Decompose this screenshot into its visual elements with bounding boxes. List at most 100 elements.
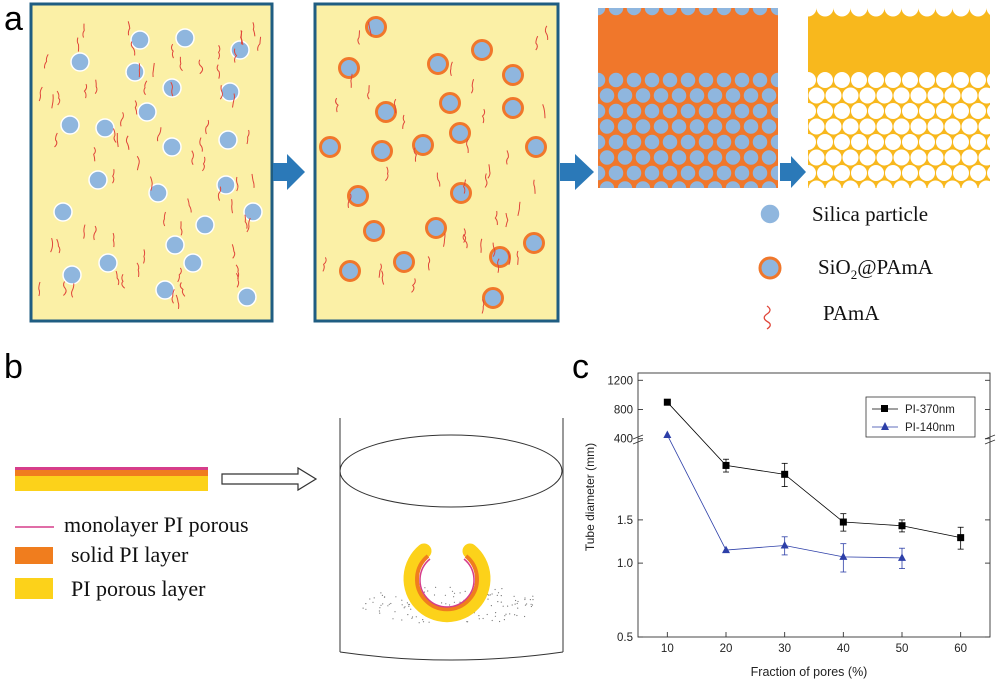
film-top-pore [935,8,953,17]
sediment-dot [394,611,396,613]
legend-label-pi370: PI-370nm [905,404,955,416]
x-axis-title: Fraction of pores (%) [751,665,868,679]
sediment-dot [449,604,451,606]
pore [944,180,961,188]
polymer-chain [427,256,431,271]
sediment-dot [478,618,480,620]
pore [825,180,842,188]
polymer-chain [175,294,180,310]
polymer-chain [246,129,250,145]
polymer-chain [542,104,546,119]
film-top-pore [850,8,868,17]
polymer-chain [171,289,175,304]
film-top-pore [867,8,885,17]
polymer-chain [217,186,222,201]
sediment-dot [379,612,381,614]
legend-solid-layer-label: solid PI layer [71,542,189,567]
pore [987,166,990,180]
sediment-dot [459,592,461,594]
pore [842,180,859,188]
pore [910,118,927,135]
polymer-chain [367,85,370,100]
sediment-dot [464,590,466,593]
pore [919,134,935,150]
polymer-chain [235,273,240,288]
film-particle [723,178,743,188]
polymer-chain [94,79,98,94]
core-shell-particle [450,182,472,204]
pore [902,134,918,150]
pore [885,165,901,181]
core-shell-particle [339,260,361,282]
pore [851,72,867,88]
sediment-dot [401,604,403,606]
sediment-dot [433,594,436,596]
film-top-pore [986,8,990,15]
silica-particle [60,115,80,135]
polymer-chain [232,93,235,108]
silica-particle [162,137,182,157]
sediment-dot [418,622,420,624]
pore [910,87,927,104]
film-top-particle [714,8,734,18]
polymer-chain [76,37,80,52]
pore [808,87,825,104]
sediment-dot [494,588,496,591]
sediment-dot [489,594,491,596]
x-tick-label: 40 [837,643,850,655]
film-top-particle [678,8,698,18]
core-shell-particle [523,232,545,254]
box2-core-shell-particles [319,16,547,309]
pore [808,103,816,119]
sediment-dot [505,613,507,615]
film-top-pore [816,8,834,17]
polymer-chain [198,59,204,75]
core-shell-particle [347,185,369,207]
film-top-pore [952,8,970,17]
sediment-dot [495,612,497,614]
legend-marker-pi370 [881,405,888,412]
film-particle [741,178,761,188]
sediment-dot [486,613,488,616]
polymer-chain [152,62,155,78]
core-shell-particle [371,140,393,162]
polymer-chain [219,85,223,100]
polymer-chain [507,250,511,266]
polymer-chain [180,221,183,236]
sediment-dot [427,590,429,592]
silica-particle [137,102,157,122]
legend-pama-label: PAmA [823,301,880,325]
core-shell-particle [471,39,493,61]
pore [842,118,859,135]
film-particle [598,178,617,188]
polymer-chain [156,127,162,142]
silica-particle [175,28,195,48]
pore [936,72,952,88]
pore [919,72,935,88]
polymer-chain [487,164,491,179]
silica-particle [216,175,236,195]
polymer-chain [163,211,166,227]
silica-particle [95,118,115,138]
pore [970,72,986,88]
sediment-dot [387,605,389,607]
pore [987,135,990,149]
polymer-chain [231,199,233,214]
sediment-dot [524,604,527,606]
film-top-pore [808,8,817,17]
pore [885,134,901,150]
solid-layer-legend-swatch [15,547,53,564]
pore [902,72,918,88]
data-point-PI-370nm [663,398,671,406]
pore [834,165,850,181]
sediment-dot [411,617,413,619]
polymer-chain [231,244,236,259]
axis-break-mark [984,439,996,445]
legend-porous-layer-label: PI porous layer [71,576,206,601]
polymer-chain [82,23,85,38]
legend-monolayer-label: monolayer PI porous [64,512,249,537]
pore [910,149,927,166]
sediment-dot [380,604,382,606]
polymer-chain [413,147,418,162]
pore [978,180,990,188]
